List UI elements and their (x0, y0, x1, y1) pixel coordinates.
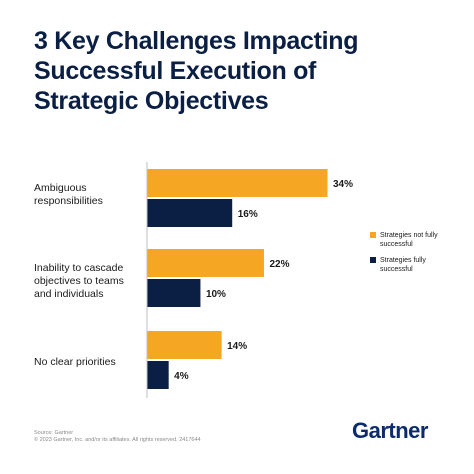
category-label-line: Ambiguous (34, 182, 87, 194)
category-label-line: and individuals (34, 288, 104, 300)
legend-label-not-fully: Strategies not fully successful (380, 231, 438, 249)
legend-label-line: Strategies fully (380, 257, 426, 264)
legend-swatch-orange (370, 232, 376, 238)
title-line-3: Strategic Objectives (34, 87, 269, 115)
data-label: 4% (174, 371, 189, 382)
category-label-line: Inability to cascade (34, 262, 124, 274)
bar-not-fully-2 (147, 331, 222, 359)
bar-not-fully-1 (147, 249, 264, 277)
data-label: 34% (333, 179, 353, 190)
data-label: 22% (269, 259, 289, 270)
legend-label-line: successful (380, 241, 413, 248)
legend-item-not-fully: Strategies not fully successful (370, 231, 450, 249)
legend-swatch-navy (370, 257, 376, 263)
category-label-line: No clear priorities (34, 356, 116, 368)
legend-label-fully: Strategies fully successful (380, 256, 426, 274)
bar-fully-0 (147, 199, 233, 227)
legend-label-line: Strategies not fully (380, 232, 438, 239)
footer-source: Source: Gartner (34, 430, 74, 436)
data-label: 14% (227, 341, 247, 352)
title-line-2: Successful Execution of (34, 57, 317, 85)
category-label-line: responsibilities (34, 195, 103, 207)
footer-copyright: © 2023 Gartner, Inc. and/or its affiliat… (34, 437, 201, 443)
page-title: 3 Key Challenges Impacting Successful Ex… (34, 26, 454, 116)
bar-fully-2 (147, 361, 169, 389)
title-line-1: 3 Key Challenges Impacting (34, 27, 359, 55)
data-label: 10% (206, 289, 226, 300)
category-label-line: objectives to teams (34, 275, 124, 287)
data-label: 16% (238, 209, 258, 220)
legend-label-line: successful (380, 266, 413, 273)
bar-not-fully-0 (147, 169, 328, 197)
bar-fully-1 (147, 279, 201, 307)
category-label: Ambiguous responsibilities (34, 182, 146, 208)
gartner-logo: Gartner (352, 418, 428, 443)
legend-item-fully: Strategies fully successful (370, 256, 450, 274)
category-label: Inability to cascade objectives to teams a… (34, 262, 146, 301)
category-label: No clear priorities (34, 356, 146, 369)
footer: Source: Gartner © 2023 Gartner, Inc. and… (34, 430, 201, 444)
